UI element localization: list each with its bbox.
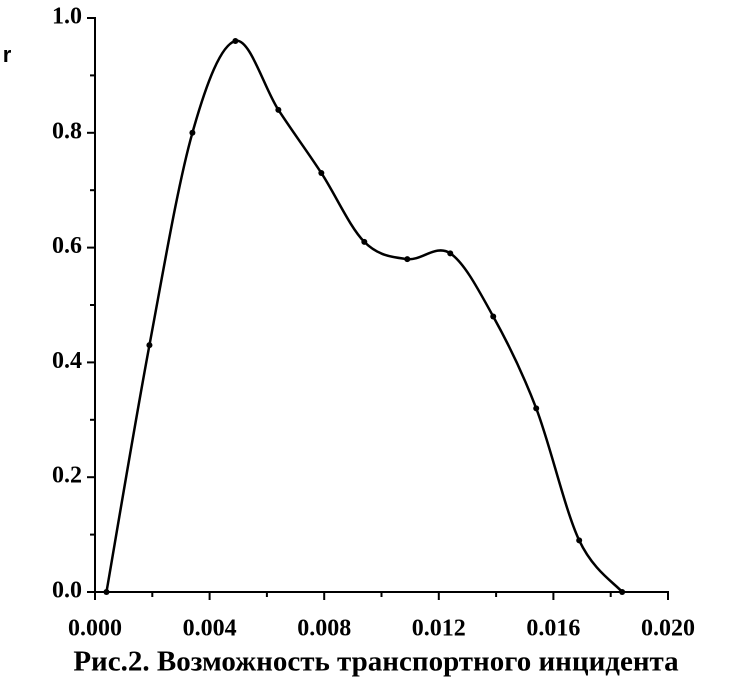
- y-tick-label: 0.6: [52, 233, 82, 259]
- x-tick-label: 0.016: [526, 616, 580, 642]
- y-axis-label: r: [3, 42, 12, 67]
- y-tick-label: 0.8: [52, 118, 82, 144]
- point: [232, 37, 239, 44]
- point: [361, 238, 368, 245]
- x-tick-label: 0.008: [297, 616, 351, 642]
- point: [146, 342, 153, 349]
- point: [404, 256, 411, 263]
- y-tick-label: 0.4: [52, 348, 82, 374]
- x-tick-label: 0.004: [183, 616, 237, 642]
- point: [533, 405, 540, 412]
- x-tick-label: 0.020: [641, 616, 695, 642]
- point: [189, 129, 196, 136]
- point: [318, 169, 325, 176]
- y-tick-label: 1.0: [52, 4, 82, 30]
- x-tick-label: 0.012: [412, 616, 466, 642]
- y-tick-label: 0.0: [52, 578, 82, 604]
- point: [619, 589, 626, 595]
- point: [576, 537, 583, 544]
- point: [447, 250, 454, 257]
- caption: Рис.2. Возможность транспортного инциден…: [73, 646, 679, 678]
- point: [275, 106, 282, 113]
- point: [490, 313, 497, 320]
- line: [105, 39, 624, 593]
- x-tick-label: 0.000: [68, 616, 122, 642]
- y-tick-label: 0.2: [52, 463, 82, 489]
- point: [103, 589, 110, 595]
